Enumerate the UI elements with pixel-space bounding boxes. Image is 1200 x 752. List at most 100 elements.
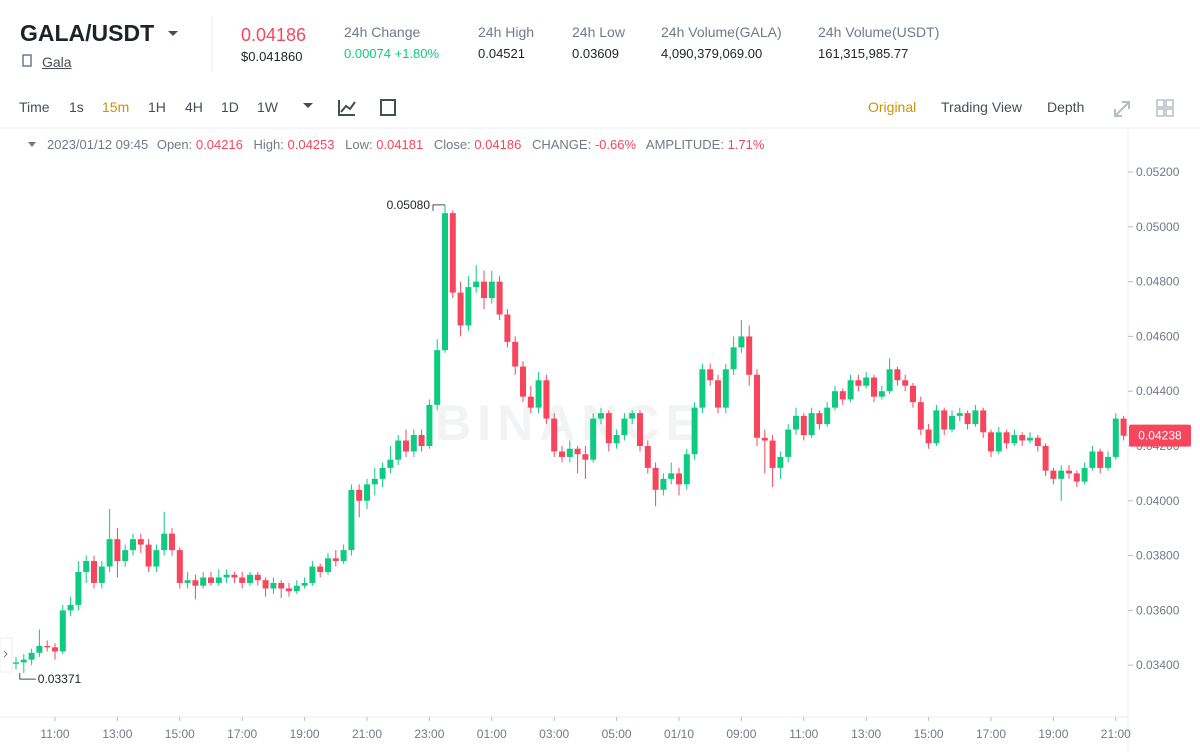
candle-body	[1011, 435, 1018, 444]
coin-link[interactable]: Gala	[42, 54, 72, 70]
candle	[465, 276, 472, 331]
view[interactable]: Original	[868, 99, 917, 115]
candle-body	[520, 366, 526, 397]
candle-body	[1003, 432, 1010, 444]
candle	[699, 363, 706, 414]
interval[interactable]: 1s	[69, 99, 84, 115]
candle	[371, 467, 378, 496]
candle-body	[683, 454, 690, 485]
x-tick-label: 15:00	[165, 727, 195, 741]
y-tick-label: 0.03400	[1136, 658, 1180, 672]
info-toggle[interactable]	[28, 142, 36, 147]
candle	[543, 374, 550, 425]
interval[interactable]: Time	[19, 99, 50, 115]
pair[interactable]: GALA/USDT	[20, 20, 155, 46]
candle-body	[793, 415, 799, 430]
candle	[637, 410, 643, 452]
info-label: Low:	[345, 137, 373, 152]
candle	[590, 413, 597, 463]
candle	[1019, 432, 1026, 446]
view[interactable]: Trading View	[941, 99, 1022, 115]
fullscreen-icon[interactable]	[1114, 101, 1130, 117]
stat-change: +1.80%	[394, 46, 440, 61]
candle-body	[777, 456, 784, 468]
interval[interactable]: 1D	[221, 99, 239, 115]
candle-body	[356, 489, 363, 501]
candle	[956, 407, 963, 422]
candle	[114, 528, 121, 578]
candle	[949, 410, 955, 433]
candle-body	[379, 467, 386, 479]
candle	[1081, 462, 1088, 485]
candle-body	[169, 533, 175, 551]
candle	[621, 413, 628, 441]
candle	[777, 451, 784, 479]
candle-body	[395, 440, 402, 460]
layout-icon[interactable]	[1156, 99, 1174, 117]
candle	[473, 265, 480, 293]
candle	[722, 363, 729, 414]
pair-dropdown[interactable]	[168, 31, 178, 36]
interval[interactable]: 1W	[257, 99, 278, 115]
candle-body	[910, 385, 916, 403]
candle-body	[1120, 418, 1127, 436]
candle	[629, 410, 636, 425]
candle	[340, 544, 347, 564]
candle-body	[722, 369, 729, 408]
candle	[145, 539, 152, 573]
candle	[871, 374, 877, 403]
candle-body	[1042, 445, 1049, 471]
candle	[379, 462, 386, 488]
candle-body	[590, 418, 597, 460]
candle	[59, 604, 66, 655]
candle-body	[527, 396, 534, 408]
interval[interactable]: 1H	[148, 99, 166, 115]
candle	[512, 336, 519, 375]
candle	[668, 462, 675, 485]
candle	[317, 563, 324, 578]
candle	[200, 572, 207, 589]
candle	[153, 544, 160, 573]
candle-body	[75, 572, 82, 605]
candle	[387, 445, 394, 474]
candle-body	[1058, 470, 1065, 479]
candle-body	[122, 550, 129, 562]
y-tick-label: 0.04400	[1136, 384, 1180, 398]
info-value: 0.04181	[376, 137, 424, 152]
candle-body	[535, 380, 542, 408]
candle	[1066, 465, 1072, 479]
min-marker	[19, 673, 36, 680]
candle	[520, 361, 526, 403]
candle	[855, 374, 862, 392]
view[interactable]: Depth	[1047, 99, 1085, 115]
y-tick-label: 0.03600	[1136, 603, 1180, 617]
candle	[527, 385, 534, 414]
stat-value: 0.00074 +1.80%	[344, 46, 439, 61]
interval[interactable]: 4H	[185, 99, 203, 115]
info-value: 0.04216	[195, 137, 243, 152]
candle-body	[200, 577, 207, 586]
candle-body	[106, 539, 113, 567]
candle-body	[293, 585, 300, 592]
info-label: AMPLITUDE:	[645, 137, 724, 152]
candle	[98, 561, 105, 589]
candle	[223, 569, 230, 583]
candle	[995, 426, 1002, 455]
indicator-icon[interactable]	[338, 100, 356, 116]
candle-body	[208, 577, 214, 583]
candle	[808, 407, 815, 438]
settings-icon[interactable]	[380, 99, 396, 116]
interval[interactable]: 15m	[102, 99, 130, 115]
interval-dropdown[interactable]	[303, 103, 313, 108]
candle-body	[488, 281, 495, 299]
candle-body	[403, 440, 409, 452]
candle	[894, 366, 901, 386]
candle-body	[964, 413, 971, 425]
candle	[1027, 432, 1033, 444]
candle	[1050, 467, 1057, 485]
candle-body	[473, 281, 480, 288]
candle	[1073, 470, 1080, 488]
candle	[130, 533, 136, 556]
candle	[925, 424, 932, 449]
candle	[434, 339, 441, 411]
